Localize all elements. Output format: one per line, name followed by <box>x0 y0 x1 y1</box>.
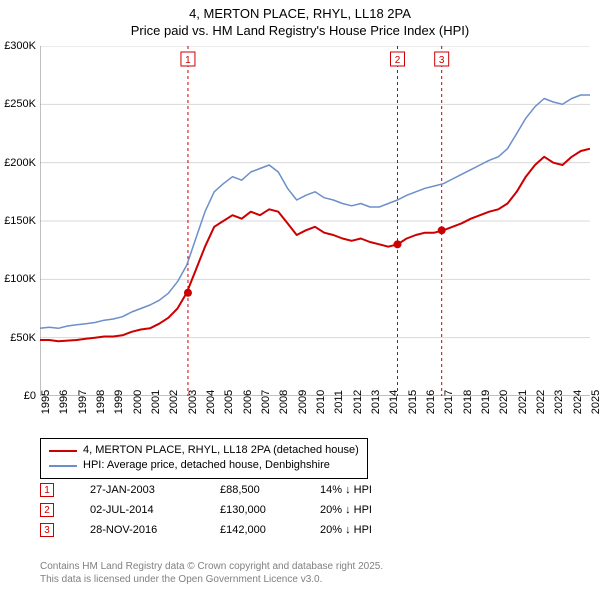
x-tick-label: 2016 <box>425 390 437 414</box>
svg-text:2: 2 <box>395 55 401 66</box>
y-tick-label: £50K <box>10 332 36 344</box>
y-tick-label: £150K <box>4 215 36 227</box>
x-tick-label: 2010 <box>315 390 327 414</box>
marker-comparison: 20% ↓ HPI <box>320 504 430 516</box>
footer-attribution: Contains HM Land Registry data © Crown c… <box>40 561 383 586</box>
x-tick-label: 2001 <box>150 390 162 414</box>
x-tick-label: 2014 <box>388 390 400 414</box>
y-axis: £0£50K£100K£150K£200K£250K£300K <box>0 46 38 396</box>
x-tick-label: 2023 <box>553 390 565 414</box>
x-tick-label: 2003 <box>187 390 199 414</box>
plot-area: 1 2 3 <box>40 46 590 396</box>
x-tick-label: 2021 <box>517 390 529 414</box>
y-tick-label: £250K <box>4 98 36 110</box>
marker-number-box: 3 <box>40 523 54 537</box>
y-tick-label: £100K <box>4 273 36 285</box>
chart-container: 4, MERTON PLACE, RHYL, LL18 2PA Price pa… <box>0 0 600 590</box>
chart-title: 4, MERTON PLACE, RHYL, LL18 2PA Price pa… <box>0 0 600 40</box>
x-tick-label: 2008 <box>278 390 290 414</box>
x-tick-label: 1999 <box>113 390 125 414</box>
marker-comparison: 14% ↓ HPI <box>320 484 430 496</box>
legend-item: HPI: Average price, detached house, Denb… <box>49 458 359 473</box>
x-tick-label: 2006 <box>242 390 254 414</box>
legend-label: 4, MERTON PLACE, RHYL, LL18 2PA (detache… <box>83 443 359 458</box>
chart-svg: 1 2 3 <box>40 46 590 396</box>
x-axis: 1995199619971998199920002001200220032004… <box>40 396 590 436</box>
markers-table: 1 27-JAN-2003£88,50014% ↓ HPI 2 02-JUL-2014… <box>40 480 430 540</box>
x-tick-label: 1997 <box>77 390 89 414</box>
x-tick-label: 2002 <box>168 390 180 414</box>
svg-text:3: 3 <box>439 55 445 66</box>
title-line-1: 4, MERTON PLACE, RHYL, LL18 2PA <box>0 6 600 23</box>
marker-price: £130,000 <box>220 504 320 516</box>
y-tick-label: £0 <box>24 390 36 402</box>
x-tick-label: 2009 <box>297 390 309 414</box>
marker-price: £88,500 <box>220 484 320 496</box>
legend-label: HPI: Average price, detached house, Denb… <box>83 458 330 473</box>
marker-price: £142,000 <box>220 524 320 536</box>
footer-line-1: Contains HM Land Registry data © Crown c… <box>40 561 383 574</box>
x-tick-label: 2004 <box>205 390 217 414</box>
x-tick-label: 2025 <box>590 390 600 414</box>
legend-swatch <box>49 450 77 452</box>
x-tick-label: 2018 <box>462 390 474 414</box>
marker-date: 27-JAN-2003 <box>90 484 220 496</box>
title-line-2: Price paid vs. HM Land Registry's House … <box>0 23 600 40</box>
x-tick-label: 1998 <box>95 390 107 414</box>
x-tick-label: 2022 <box>535 390 547 414</box>
marker-row: 2 02-JUL-2014£130,00020% ↓ HPI <box>40 500 430 520</box>
x-tick-label: 2000 <box>132 390 144 414</box>
marker-date: 02-JUL-2014 <box>90 504 220 516</box>
footer-line-2: This data is licensed under the Open Gov… <box>40 574 383 587</box>
marker-number-box: 2 <box>40 503 54 517</box>
marker-row: 3 28-NOV-2016£142,00020% ↓ HPI <box>40 520 430 540</box>
legend: 4, MERTON PLACE, RHYL, LL18 2PA (detache… <box>40 438 368 479</box>
x-tick-label: 2017 <box>443 390 455 414</box>
marker-row: 1 27-JAN-2003£88,50014% ↓ HPI <box>40 480 430 500</box>
x-tick-label: 2013 <box>370 390 382 414</box>
x-tick-label: 1995 <box>40 390 52 414</box>
x-tick-label: 2005 <box>223 390 235 414</box>
svg-text:1: 1 <box>185 55 191 66</box>
legend-swatch <box>49 465 77 467</box>
y-tick-label: £200K <box>4 157 36 169</box>
marker-comparison: 20% ↓ HPI <box>320 524 430 536</box>
x-tick-label: 2019 <box>480 390 492 414</box>
marker-date: 28-NOV-2016 <box>90 524 220 536</box>
marker-number-box: 1 <box>40 483 54 497</box>
y-tick-label: £300K <box>4 40 36 52</box>
x-tick-label: 2024 <box>572 390 584 414</box>
legend-item: 4, MERTON PLACE, RHYL, LL18 2PA (detache… <box>49 443 359 458</box>
x-tick-label: 2020 <box>498 390 510 414</box>
x-tick-label: 2007 <box>260 390 272 414</box>
x-tick-label: 2015 <box>407 390 419 414</box>
x-tick-label: 2012 <box>352 390 364 414</box>
x-tick-label: 1996 <box>58 390 70 414</box>
x-tick-label: 2011 <box>333 390 345 414</box>
